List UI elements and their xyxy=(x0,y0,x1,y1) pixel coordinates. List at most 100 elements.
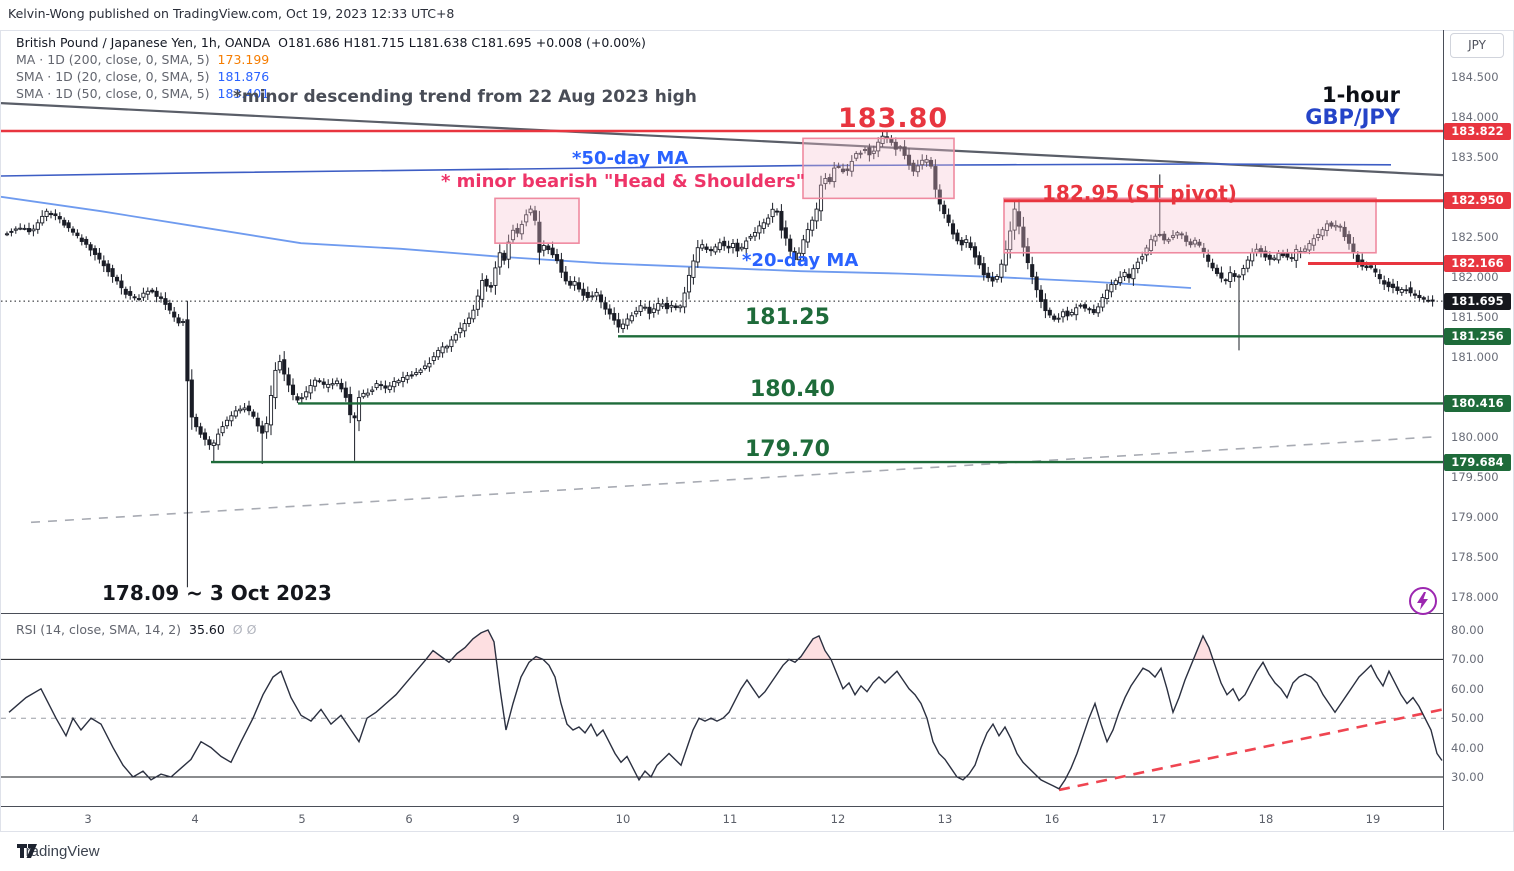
candle xyxy=(304,386,309,401)
price-pane-canvas[interactable] xyxy=(1,31,1443,613)
pattern-box[interactable] xyxy=(494,197,580,244)
candle xyxy=(862,146,868,154)
candle xyxy=(1408,281,1413,297)
candle xyxy=(1122,269,1127,281)
candle xyxy=(532,205,538,226)
symbol-legend[interactable]: British Pound / Japanese Yen, 1h, OANDA … xyxy=(16,35,646,50)
candle xyxy=(409,371,414,379)
candle xyxy=(70,226,76,236)
candle xyxy=(1320,226,1325,240)
candle xyxy=(752,227,758,241)
candle xyxy=(480,273,485,308)
sma50-label[interactable]: SMA · 1D (50, close, 0, SMA, 5) xyxy=(16,86,210,101)
candle xyxy=(286,367,291,393)
candle xyxy=(18,223,23,231)
support-181-25-label: 181.25 xyxy=(745,305,830,330)
candle xyxy=(735,238,740,257)
candle xyxy=(1056,313,1061,323)
candle xyxy=(1175,230,1180,239)
price-axis-label: 179.000 xyxy=(1451,509,1499,524)
candle xyxy=(814,202,819,229)
candle xyxy=(766,214,771,227)
sma20-label[interactable]: SMA · 1D (20, close, 0, SMA, 5) xyxy=(16,69,210,84)
candle xyxy=(1285,248,1290,261)
pane-separator[interactable] xyxy=(1,613,1443,614)
candle xyxy=(436,347,441,360)
rsi-label[interactable]: RSI (14, close, SMA, 14, 2) xyxy=(16,622,182,637)
support-179-70-label: 179.70 xyxy=(745,437,830,462)
candle xyxy=(871,145,876,160)
candle xyxy=(84,236,89,248)
candle xyxy=(458,322,463,338)
candle xyxy=(946,208,951,227)
candle xyxy=(1219,266,1224,283)
candle xyxy=(845,164,850,176)
candle xyxy=(497,244,502,275)
rsi-pane-canvas[interactable] xyxy=(1,613,1443,806)
candle xyxy=(172,307,177,322)
candle xyxy=(726,240,731,254)
candle xyxy=(1166,237,1171,244)
candle xyxy=(612,307,617,325)
candle xyxy=(1096,303,1101,317)
candle xyxy=(238,405,243,414)
currency-scale-button[interactable]: JPY xyxy=(1450,33,1504,58)
candle xyxy=(1065,306,1070,321)
candle xyxy=(748,233,753,241)
candle xyxy=(739,243,744,252)
candle xyxy=(246,400,252,416)
candle xyxy=(75,229,80,239)
candle xyxy=(942,200,947,219)
time-axis-label-4: 4 xyxy=(191,812,199,826)
candle xyxy=(669,300,674,313)
time-axis-label-9: 9 xyxy=(512,812,520,826)
pattern-box[interactable] xyxy=(802,137,955,200)
candle xyxy=(35,219,40,234)
tradingview-logo[interactable]: TradingView xyxy=(17,843,100,860)
candle xyxy=(1382,275,1387,290)
candle xyxy=(1404,284,1409,294)
indicator-legend-ma200[interactable]: MA · 1D (200, close, 0, SMA, 5) 173.199 xyxy=(16,52,269,67)
symbol-title[interactable]: British Pound / Japanese Yen, 1h, OANDA xyxy=(16,35,271,50)
candle xyxy=(968,236,973,251)
candle xyxy=(902,140,907,160)
rsi-axis-label: 50.00 xyxy=(1451,711,1484,726)
instant-trading-icon[interactable] xyxy=(1409,587,1437,615)
candle xyxy=(827,173,832,185)
candle xyxy=(427,357,432,372)
ma20-annotation: *20-day MA xyxy=(742,250,859,271)
candle xyxy=(343,381,348,402)
price-badge-181.695: 181.695 xyxy=(1444,292,1511,310)
price-axis-divider xyxy=(1443,30,1444,830)
candle xyxy=(585,286,590,301)
candle xyxy=(810,216,815,237)
candle xyxy=(1030,256,1035,285)
time-axis-label-16: 16 xyxy=(1044,812,1060,826)
candle xyxy=(964,235,969,248)
candle xyxy=(708,246,714,257)
candle xyxy=(972,242,978,265)
ma200-label[interactable]: MA · 1D (200, close, 0, SMA, 5) xyxy=(16,52,210,67)
candle xyxy=(1236,274,1242,351)
indicator-legend-sma20[interactable]: SMA · 1D (20, close, 0, SMA, 5) 181.876 xyxy=(16,69,269,84)
candle xyxy=(260,420,265,464)
candle xyxy=(1184,231,1189,247)
pattern-box[interactable] xyxy=(1003,197,1377,254)
candle xyxy=(211,439,216,462)
tradingview-brand-text: TradingView xyxy=(17,843,100,860)
candle xyxy=(361,389,366,399)
candle xyxy=(700,239,705,251)
candle xyxy=(264,416,269,439)
candle xyxy=(123,286,128,299)
time-axis-label-19: 19 xyxy=(1365,812,1381,826)
rsi-legend[interactable]: RSI (14, close, SMA, 14, 2) 35.60 Ø Ø xyxy=(16,622,256,637)
candle xyxy=(207,436,212,450)
candle xyxy=(805,222,810,248)
indicator-legend-sma50[interactable]: SMA · 1D (50, close, 0, SMA, 5) 183.401 xyxy=(16,86,269,101)
candle xyxy=(1192,237,1198,248)
candle xyxy=(348,386,353,424)
candle xyxy=(607,304,612,320)
candle xyxy=(462,319,467,338)
candle xyxy=(915,159,920,177)
candle xyxy=(691,254,696,285)
